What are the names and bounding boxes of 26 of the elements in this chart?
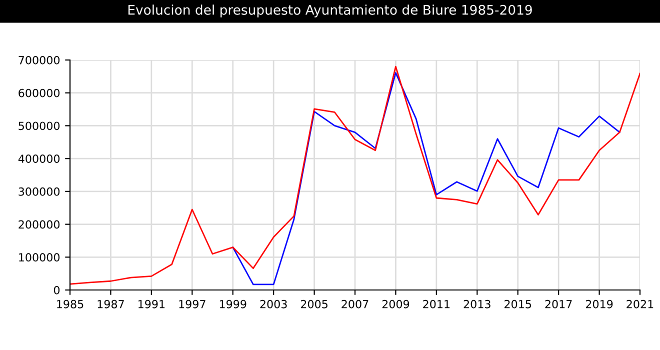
chart-title: Evolucion del presupuesto Ayuntamiento de Biure 1985-2019 bbox=[128, 4, 532, 18]
line-series bbox=[232, 72, 620, 286]
x-tick-label: 2011 bbox=[423, 300, 450, 308]
y-tick-label: 100000 bbox=[19, 253, 60, 262]
x-tick-label: 2009 bbox=[382, 300, 410, 308]
y-tick-label: 300000 bbox=[18, 187, 60, 196]
x-tick-label: 2019 bbox=[586, 300, 613, 308]
x-tick-label: 2017 bbox=[545, 300, 572, 308]
y-tick-label: 0 bbox=[54, 286, 60, 294]
x-tick-label: 2003 bbox=[260, 300, 287, 308]
x-tick-label: 1985 bbox=[57, 300, 84, 308]
y-tick-label: 500000 bbox=[18, 122, 60, 130]
x-tick-label: 2005 bbox=[300, 300, 328, 308]
y-tick-label: 200000 bbox=[18, 220, 60, 229]
y-tick-label: 700000 bbox=[18, 56, 60, 64]
line-series bbox=[70, 66, 640, 285]
y-tick-label: 400000 bbox=[18, 154, 60, 163]
x-tick-label: 1999 bbox=[220, 300, 246, 308]
x-tick-label: 1997 bbox=[179, 300, 206, 308]
x-tick-label: 1991 bbox=[138, 300, 165, 308]
y-tick-label: 600000 bbox=[18, 88, 60, 98]
x-tick-label: 2013 bbox=[464, 300, 490, 308]
x-tick-label: 2015 bbox=[504, 300, 532, 308]
x-tick-label: 2007 bbox=[342, 300, 368, 308]
x-tick-label: 1987 bbox=[98, 300, 124, 308]
x-tick-label: 2021 bbox=[626, 300, 654, 308]
